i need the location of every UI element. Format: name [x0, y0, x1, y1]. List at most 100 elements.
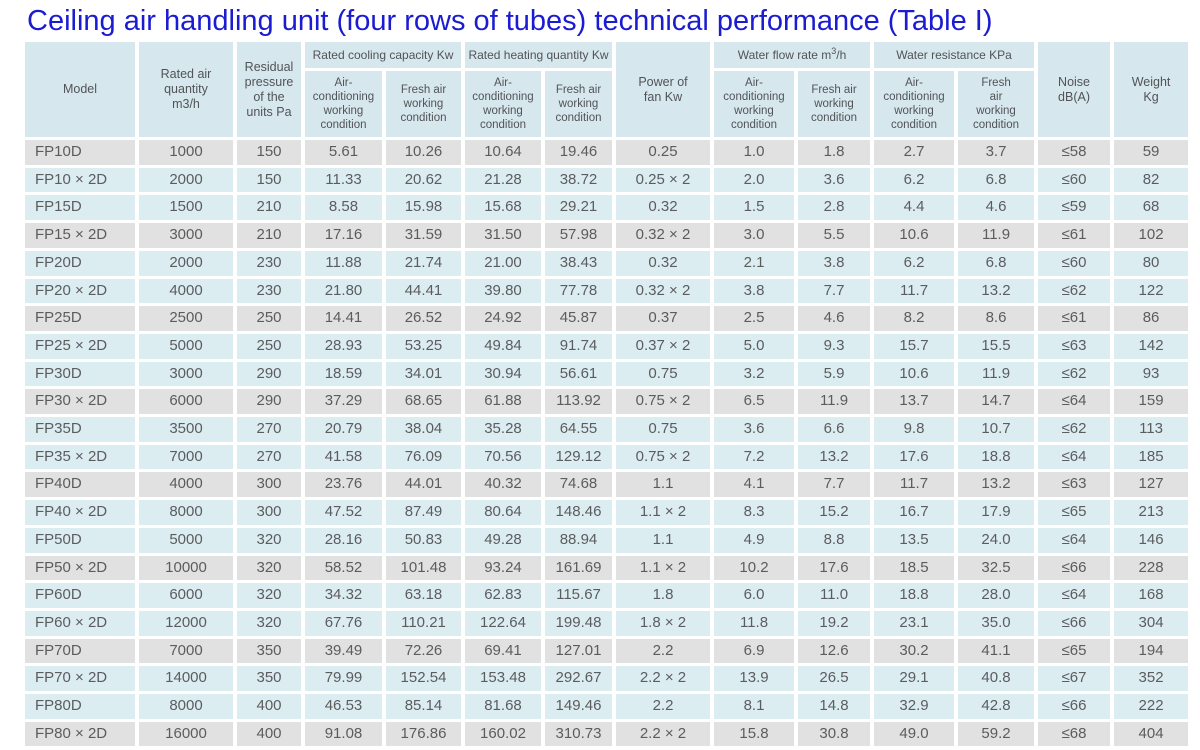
- cell-water_flow_ac: 3.6: [714, 417, 794, 442]
- cell-water_resistance_ac: 29.1: [874, 666, 955, 692]
- cell-fan_power: 0.32 × 2: [616, 223, 710, 248]
- header-group-row: Model Rated air quantity m3/h Residual p…: [25, 42, 1189, 137]
- cell-fan_power: 0.37: [616, 306, 710, 331]
- cell-water_flow_fresh: 12.6: [798, 638, 871, 664]
- cell-cooling_ac: 14.41: [305, 306, 382, 331]
- cell-noise: ≤61: [1038, 306, 1111, 331]
- cell-water_resistance_ac: 6.2: [874, 250, 955, 276]
- cell-cooling_fresh: 38.04: [386, 417, 461, 442]
- cell-fan_power: 1.1: [616, 472, 710, 498]
- header-group-heating-quantity: Rated heating quantity Kw: [465, 42, 612, 68]
- cell-water_flow_ac: 2.0: [714, 167, 794, 193]
- cell-heating_ac: 40.32: [465, 472, 541, 498]
- cell-fan_power: 1.1 × 2: [616, 555, 710, 581]
- cell-water_resistance_ac: 49.0: [874, 721, 955, 747]
- cell-heating_ac: 30.94: [465, 361, 541, 387]
- subheader-waterresist-fresh-condition: Fresh air working condition: [958, 71, 1035, 137]
- table-row: FP25 × 2D 5000 250 28.93 53.25 49.84 91.74 0.37…: [25, 333, 1189, 359]
- cell-rated_air_quantity: 5000: [139, 527, 233, 553]
- cell-water_resistance_ac: 30.2: [874, 638, 955, 664]
- cell-weight: 146: [1114, 527, 1189, 553]
- cell-cooling_fresh: 50.83: [386, 527, 461, 553]
- cell-noise: ≤66: [1038, 694, 1111, 719]
- header-residual-pressure: Residual pressure of the units Pa: [237, 42, 301, 137]
- cell-model: FP40 × 2D: [25, 500, 135, 525]
- cell-heating_fresh: 91.74: [545, 333, 612, 359]
- cell-cooling_ac: 67.76: [305, 610, 382, 636]
- cell-water_flow_fresh: 6.6: [798, 417, 871, 442]
- cell-water_resistance_ac: 18.8: [874, 583, 955, 608]
- subheader-cooling-ac-condition: Air- conditioning working condition: [305, 71, 382, 137]
- cell-water_resistance_fresh: 35.0: [958, 610, 1035, 636]
- cell-water_flow_fresh: 4.6: [798, 306, 871, 331]
- cell-heating_ac: 35.28: [465, 417, 541, 442]
- cell-model: FP30D: [25, 361, 135, 387]
- cell-heating_ac: 49.28: [465, 527, 541, 553]
- cell-fan_power: 0.25: [616, 140, 710, 165]
- cell-water_flow_fresh: 26.5: [798, 666, 871, 692]
- cell-water_flow_ac: 8.1: [714, 694, 794, 719]
- cell-water_resistance_fresh: 24.0: [958, 527, 1035, 553]
- header-model: Model: [25, 42, 135, 137]
- cell-cooling_ac: 11.88: [305, 250, 382, 276]
- cell-weight: 142: [1114, 333, 1189, 359]
- cell-residual_pressure: 320: [237, 583, 301, 608]
- table-row: FP15 × 2D 3000 210 17.16 31.59 31.50 57.98 0.32…: [25, 223, 1189, 248]
- cell-heating_ac: 49.84: [465, 333, 541, 359]
- cell-residual_pressure: 350: [237, 666, 301, 692]
- cell-residual_pressure: 210: [237, 195, 301, 221]
- cell-water_flow_ac: 6.0: [714, 583, 794, 608]
- cell-water_resistance_ac: 2.7: [874, 140, 955, 165]
- cell-water_resistance_fresh: 14.7: [958, 389, 1035, 415]
- cell-heating_ac: 93.24: [465, 555, 541, 581]
- cell-heating_fresh: 74.68: [545, 472, 612, 498]
- cell-water_resistance_fresh: 8.6: [958, 306, 1035, 331]
- table-row: FP30 × 2D 6000 290 37.29 68.65 61.88 113.92 0.7…: [25, 389, 1189, 415]
- cell-rated_air_quantity: 8000: [139, 694, 233, 719]
- cell-weight: 127: [1114, 472, 1189, 498]
- cell-fan_power: 0.75: [616, 417, 710, 442]
- cell-heating_ac: 80.64: [465, 500, 541, 525]
- cell-heating_fresh: 38.72: [545, 167, 612, 193]
- cell-weight: 68: [1114, 195, 1189, 221]
- cell-cooling_fresh: 53.25: [386, 333, 461, 359]
- cell-residual_pressure: 350: [237, 638, 301, 664]
- cell-model: FP25D: [25, 306, 135, 331]
- cell-cooling_ac: 39.49: [305, 638, 382, 664]
- cell-residual_pressure: 290: [237, 361, 301, 387]
- cell-weight: 113: [1114, 417, 1189, 442]
- cell-water_flow_fresh: 7.7: [798, 278, 871, 304]
- cell-weight: 404: [1114, 721, 1189, 747]
- cell-model: FP80 × 2D: [25, 721, 135, 747]
- cell-residual_pressure: 300: [237, 472, 301, 498]
- cell-heating_ac: 69.41: [465, 638, 541, 664]
- cell-model: FP50 × 2D: [25, 555, 135, 581]
- subheader-waterflow-ac-condition: Air- conditioning working condition: [714, 71, 794, 137]
- cell-cooling_fresh: 152.54: [386, 666, 461, 692]
- cell-water_resistance_fresh: 32.5: [958, 555, 1035, 581]
- cell-water_flow_fresh: 1.8: [798, 140, 871, 165]
- cell-water_flow_ac: 11.8: [714, 610, 794, 636]
- cell-water_resistance_ac: 8.2: [874, 306, 955, 331]
- cell-residual_pressure: 210: [237, 223, 301, 248]
- cell-water_resistance_fresh: 4.6: [958, 195, 1035, 221]
- cell-water_resistance_ac: 11.7: [874, 472, 955, 498]
- cell-heating_ac: 21.28: [465, 167, 541, 193]
- cell-cooling_ac: 91.08: [305, 721, 382, 747]
- cell-model: FP70 × 2D: [25, 666, 135, 692]
- cell-cooling_ac: 28.93: [305, 333, 382, 359]
- cell-heating_fresh: 149.46: [545, 694, 612, 719]
- cell-noise: ≤68: [1038, 721, 1111, 747]
- cell-rated_air_quantity: 1000: [139, 140, 233, 165]
- cell-cooling_ac: 20.79: [305, 417, 382, 442]
- cell-fan_power: 2.2: [616, 638, 710, 664]
- cell-water_flow_fresh: 17.6: [798, 555, 871, 581]
- cell-model: FP15 × 2D: [25, 223, 135, 248]
- cell-rated_air_quantity: 10000: [139, 555, 233, 581]
- table-row: FP50D 5000 320 28.16 50.83 49.28 88.94 1.1 4.9 8.…: [25, 527, 1189, 553]
- cell-fan_power: 1.8 × 2: [616, 610, 710, 636]
- cell-noise: ≤64: [1038, 444, 1111, 470]
- cell-model: FP30 × 2D: [25, 389, 135, 415]
- cell-water_flow_ac: 1.5: [714, 195, 794, 221]
- cell-weight: 168: [1114, 583, 1189, 608]
